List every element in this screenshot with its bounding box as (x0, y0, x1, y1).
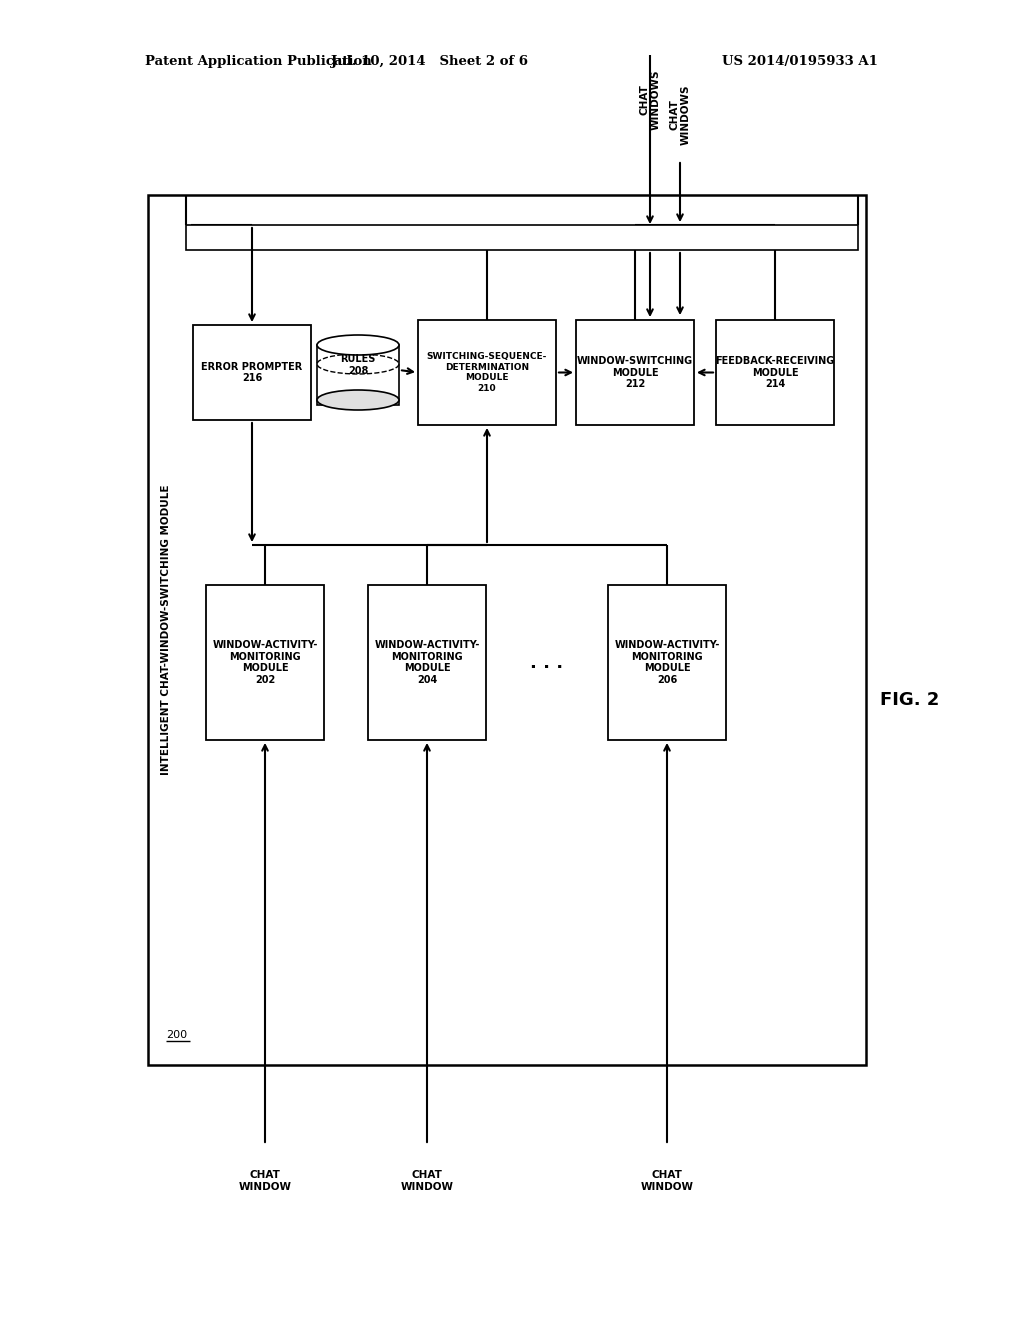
Bar (193, 325, 311, 420)
Text: WINDOW-ACTIVITY-
MONITORING
MODULE
206: WINDOW-ACTIVITY- MONITORING MODULE 206 (614, 640, 720, 685)
Text: . . .: . . . (530, 653, 563, 672)
Text: SWITCHING-SEQUENCE-
DETERMINATION
MODULE
210: SWITCHING-SEQUENCE- DETERMINATION MODULE… (427, 352, 547, 392)
Bar (317, 345, 399, 405)
Text: US 2014/0195933 A1: US 2014/0195933 A1 (722, 55, 878, 69)
Bar (206, 585, 324, 741)
Text: ERROR PROMPTER
216: ERROR PROMPTER 216 (202, 362, 303, 383)
Bar (608, 585, 726, 741)
Bar (186, 224, 858, 249)
Bar (575, 319, 694, 425)
Bar (418, 319, 556, 425)
Text: RULES
208: RULES 208 (340, 354, 376, 376)
Text: WINDOW-ACTIVITY-
MONITORING
MODULE
204: WINDOW-ACTIVITY- MONITORING MODULE 204 (375, 640, 479, 685)
Text: FEEDBACK-RECEIVING
MODULE
214: FEEDBACK-RECEIVING MODULE 214 (716, 356, 835, 389)
Text: Patent Application Publication: Patent Application Publication (145, 55, 372, 69)
Text: FIG. 2: FIG. 2 (881, 690, 940, 709)
Text: Jul. 10, 2014   Sheet 2 of 6: Jul. 10, 2014 Sheet 2 of 6 (332, 55, 528, 69)
Bar (716, 319, 834, 425)
Text: WINDOW-ACTIVITY-
MONITORING
MODULE
202: WINDOW-ACTIVITY- MONITORING MODULE 202 (212, 640, 317, 685)
Text: CHAT
WINDOW: CHAT WINDOW (640, 1170, 693, 1192)
Bar (148, 195, 866, 1065)
Text: 200: 200 (166, 1030, 187, 1040)
Text: CHAT
WINDOWS: CHAT WINDOWS (639, 70, 660, 131)
Text: CHAT
WINDOW: CHAT WINDOW (239, 1170, 292, 1192)
Ellipse shape (317, 389, 399, 411)
Text: CHAT
WINDOW: CHAT WINDOW (400, 1170, 454, 1192)
Text: CHAT
WINDOWS: CHAT WINDOWS (670, 84, 691, 145)
Ellipse shape (317, 335, 399, 355)
Text: WINDOW-SWITCHING
MODULE
212: WINDOW-SWITCHING MODULE 212 (577, 356, 693, 389)
Bar (368, 585, 486, 741)
Text: INTELLIGENT CHAT-WINDOW-SWITCHING MODULE: INTELLIGENT CHAT-WINDOW-SWITCHING MODULE (161, 484, 171, 775)
